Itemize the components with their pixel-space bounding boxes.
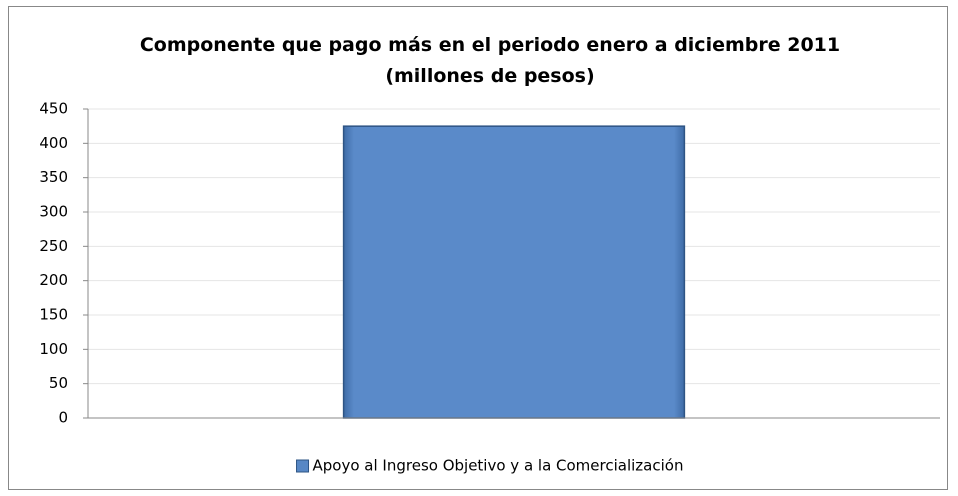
y-tick-label: 200 xyxy=(39,271,68,289)
legend-label: Apoyo al Ingreso Objetivo y a la Comerci… xyxy=(313,457,684,475)
legend-swatch xyxy=(296,459,310,473)
y-tick-label: 350 xyxy=(39,168,68,186)
y-tick-label: 100 xyxy=(39,340,68,358)
y-tick-label: 400 xyxy=(39,134,68,152)
y-tick-label: 450 xyxy=(39,100,68,118)
y-tick-label: 50 xyxy=(49,374,68,392)
y-tick-label: 300 xyxy=(39,203,68,221)
chart-frame xyxy=(8,6,948,490)
bar xyxy=(342,125,686,419)
y-tick-label: 0 xyxy=(58,409,68,427)
chart-title: Componente que pago más en el periodo en… xyxy=(139,34,841,87)
y-tick-label: 150 xyxy=(39,306,68,324)
y-tick-label: 250 xyxy=(39,237,68,255)
